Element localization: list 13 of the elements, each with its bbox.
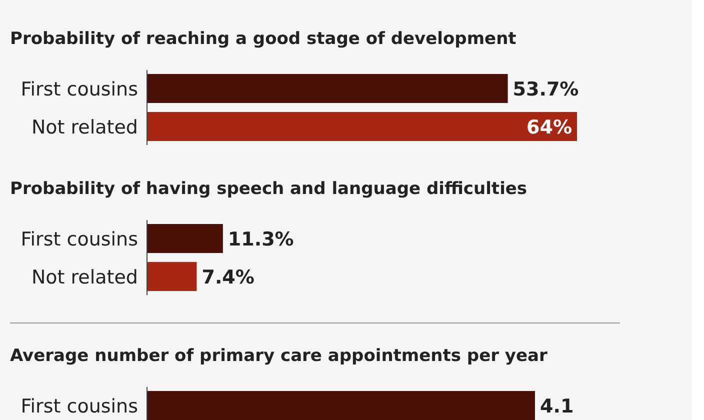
- data-label: 64%: [526, 116, 572, 138]
- data-label: 53.7%: [512, 78, 579, 100]
- y-tick-label: Not related: [31, 116, 138, 138]
- y-tick-label: Not related: [31, 266, 138, 288]
- chart-title: Probability of reaching a good stage of development: [10, 29, 516, 49]
- data-label: 7.4%: [202, 266, 254, 288]
- chart-title: Average number of primary care appointments per year: [10, 346, 548, 366]
- y-tick-label: First cousins: [20, 396, 138, 418]
- data-label: 11.3%: [228, 228, 294, 250]
- y-tick-label: First cousins: [20, 78, 138, 100]
- text: Probability of having speech and language difficulties: [10, 179, 528, 199]
- y-tick-label: First cousins: [20, 228, 138, 250]
- data-label: 4.1: [540, 396, 574, 418]
